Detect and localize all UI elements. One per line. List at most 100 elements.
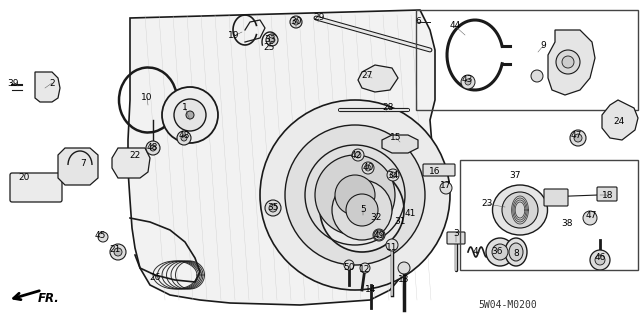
Circle shape xyxy=(570,130,586,146)
Circle shape xyxy=(386,239,398,251)
Text: 3: 3 xyxy=(453,229,459,239)
Text: 22: 22 xyxy=(129,151,141,160)
Text: 28: 28 xyxy=(382,103,394,113)
Circle shape xyxy=(390,172,396,178)
Text: 9: 9 xyxy=(540,41,546,50)
Ellipse shape xyxy=(505,238,527,266)
FancyBboxPatch shape xyxy=(544,189,568,206)
Circle shape xyxy=(373,229,385,241)
Circle shape xyxy=(266,34,278,46)
Text: 49: 49 xyxy=(373,231,385,240)
Text: 20: 20 xyxy=(19,174,29,182)
FancyBboxPatch shape xyxy=(447,232,465,244)
Text: 33: 33 xyxy=(264,34,276,43)
Circle shape xyxy=(360,263,370,273)
Text: 34: 34 xyxy=(387,170,399,180)
Bar xyxy=(460,160,638,270)
Text: 43: 43 xyxy=(461,76,473,85)
Polygon shape xyxy=(128,10,435,305)
Polygon shape xyxy=(358,65,398,92)
Circle shape xyxy=(177,131,191,145)
Text: 31: 31 xyxy=(394,218,406,226)
Text: 18: 18 xyxy=(602,190,614,199)
Text: 47: 47 xyxy=(586,211,596,219)
Text: 44: 44 xyxy=(449,21,461,31)
Text: 41: 41 xyxy=(404,209,416,218)
Circle shape xyxy=(398,262,410,274)
Circle shape xyxy=(174,99,206,131)
Text: 26: 26 xyxy=(149,273,161,283)
Circle shape xyxy=(335,175,375,215)
Circle shape xyxy=(269,204,277,212)
Text: 7: 7 xyxy=(80,159,86,167)
Circle shape xyxy=(562,56,574,68)
Circle shape xyxy=(352,149,364,161)
Circle shape xyxy=(362,162,374,174)
Text: 2: 2 xyxy=(49,78,55,87)
Circle shape xyxy=(492,244,508,260)
Circle shape xyxy=(146,141,160,155)
Circle shape xyxy=(269,37,275,43)
Text: 24: 24 xyxy=(613,116,625,125)
Circle shape xyxy=(181,135,187,141)
Circle shape xyxy=(556,50,580,74)
Bar xyxy=(416,10,638,110)
Ellipse shape xyxy=(509,243,523,261)
Circle shape xyxy=(465,79,471,85)
Circle shape xyxy=(285,125,425,265)
Text: 15: 15 xyxy=(390,133,402,143)
Text: 46: 46 xyxy=(595,254,605,263)
Circle shape xyxy=(376,232,382,238)
Text: 1: 1 xyxy=(182,103,188,113)
Text: 39: 39 xyxy=(7,78,19,87)
Polygon shape xyxy=(602,100,638,140)
Circle shape xyxy=(186,111,194,119)
Circle shape xyxy=(374,230,384,240)
Circle shape xyxy=(162,87,218,143)
Text: 5W04-M0200: 5W04-M0200 xyxy=(479,300,538,310)
Circle shape xyxy=(344,260,354,270)
Text: 37: 37 xyxy=(509,170,521,180)
Circle shape xyxy=(590,250,610,270)
Circle shape xyxy=(267,202,279,214)
Text: 48: 48 xyxy=(179,131,189,140)
Circle shape xyxy=(461,75,475,89)
Text: 19: 19 xyxy=(228,32,240,41)
Text: FR.: FR. xyxy=(38,292,60,305)
Text: 27: 27 xyxy=(362,70,372,79)
Polygon shape xyxy=(35,72,60,102)
Text: 8: 8 xyxy=(513,249,519,257)
Text: 40: 40 xyxy=(362,164,374,173)
Polygon shape xyxy=(58,148,98,185)
Circle shape xyxy=(98,232,108,242)
Circle shape xyxy=(265,200,281,216)
Text: 6: 6 xyxy=(415,18,421,26)
Text: 17: 17 xyxy=(440,181,452,189)
Text: 13: 13 xyxy=(398,275,410,284)
Text: 48: 48 xyxy=(147,143,157,152)
Circle shape xyxy=(290,16,302,28)
Circle shape xyxy=(110,244,126,260)
Text: 45: 45 xyxy=(94,231,106,240)
Polygon shape xyxy=(548,30,595,95)
Text: 30: 30 xyxy=(291,18,301,26)
FancyBboxPatch shape xyxy=(597,187,617,201)
Polygon shape xyxy=(112,148,150,178)
Circle shape xyxy=(293,19,299,25)
Ellipse shape xyxy=(260,100,450,290)
Circle shape xyxy=(346,194,378,226)
Circle shape xyxy=(387,169,399,181)
Text: 21: 21 xyxy=(109,246,121,255)
Circle shape xyxy=(440,182,452,194)
Text: 14: 14 xyxy=(365,285,377,293)
Text: 12: 12 xyxy=(359,264,371,273)
Circle shape xyxy=(365,165,371,171)
Circle shape xyxy=(355,152,361,158)
Text: 47: 47 xyxy=(570,130,582,139)
Text: 4: 4 xyxy=(472,247,478,256)
Circle shape xyxy=(150,145,156,151)
Circle shape xyxy=(315,155,395,235)
Text: 38: 38 xyxy=(561,219,573,228)
Text: 35: 35 xyxy=(268,204,279,212)
Text: 42: 42 xyxy=(350,151,362,160)
